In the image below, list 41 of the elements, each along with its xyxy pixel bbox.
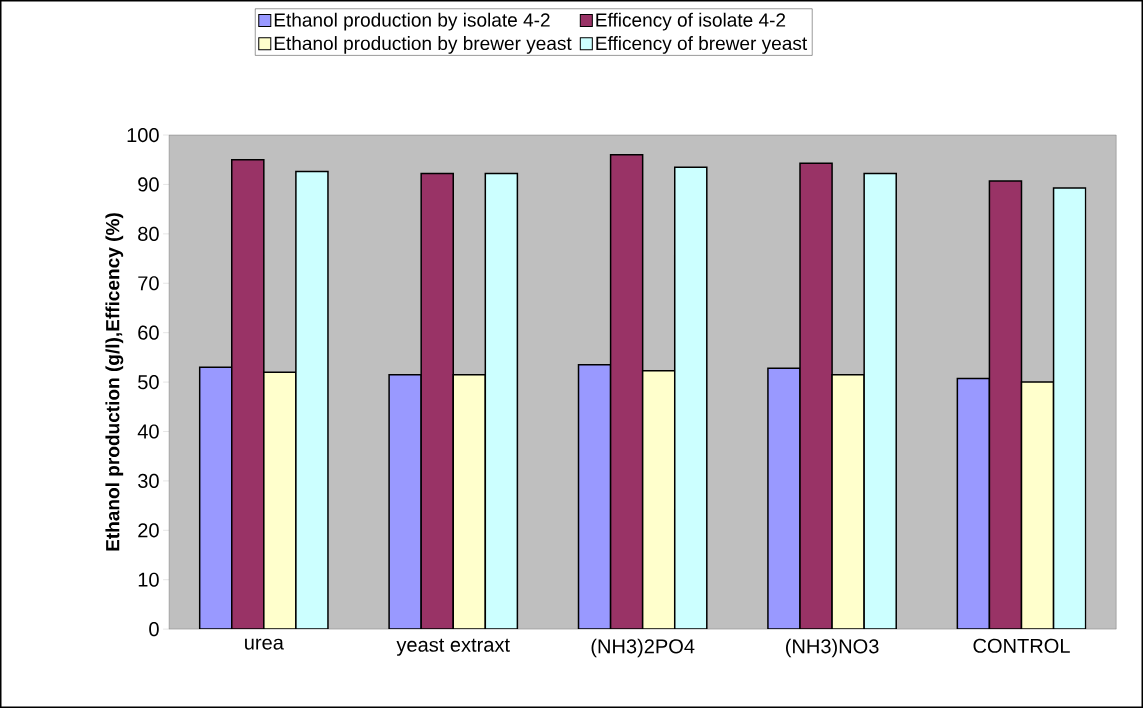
bar (1052, 187, 1087, 630)
y-tick-label: 80 (138, 226, 159, 241)
x-tick-label: (NH3)NO3 (785, 638, 879, 658)
legend-label: Efficency of brewer yeast (596, 36, 808, 54)
y-tick-label: 50 (138, 374, 159, 390)
legend-label: Efficency of isolate 4-2 (596, 12, 786, 31)
y-tick-label: 40 (137, 424, 159, 439)
bar (295, 170, 329, 630)
bar (452, 373, 487, 630)
y-tick-label: 70 (138, 276, 159, 291)
x-tick-label: CONTROL (973, 638, 1070, 653)
bar (1020, 381, 1055, 630)
y-tick-label: 10 (138, 572, 159, 587)
bar (420, 172, 454, 630)
x-tick-label: (NH3)2PO4 (591, 638, 695, 658)
legend-label: Ethanol production by isolate 4-2 (274, 12, 550, 31)
bar (484, 172, 519, 630)
y-tick-label: 60 (138, 325, 159, 340)
x-tick-label: urea (245, 638, 284, 650)
bar (767, 368, 800, 630)
bar (641, 369, 676, 630)
bar (609, 154, 644, 630)
x-tick-label: yeast extraxt (396, 638, 510, 656)
bar (263, 371, 297, 630)
bar (388, 373, 422, 630)
bar (577, 364, 612, 630)
bar (800, 163, 833, 630)
bar (231, 158, 265, 630)
bar (988, 180, 1023, 630)
bar (198, 366, 233, 630)
y-axis-title: Ethanol production (g/l),Efficency (%) (105, 213, 124, 551)
y-tick-label: 100 (127, 127, 159, 143)
bar (832, 374, 865, 630)
bar (673, 166, 708, 630)
y-tick-label: 90 (138, 177, 159, 192)
bar (864, 173, 897, 630)
bar (956, 377, 991, 630)
y-tick-label: 0 (149, 622, 159, 637)
legend-label: Ethanol production by brewer yeast (274, 36, 572, 54)
y-tick-label: 30 (138, 473, 159, 488)
y-tick-label: 20 (138, 523, 159, 538)
